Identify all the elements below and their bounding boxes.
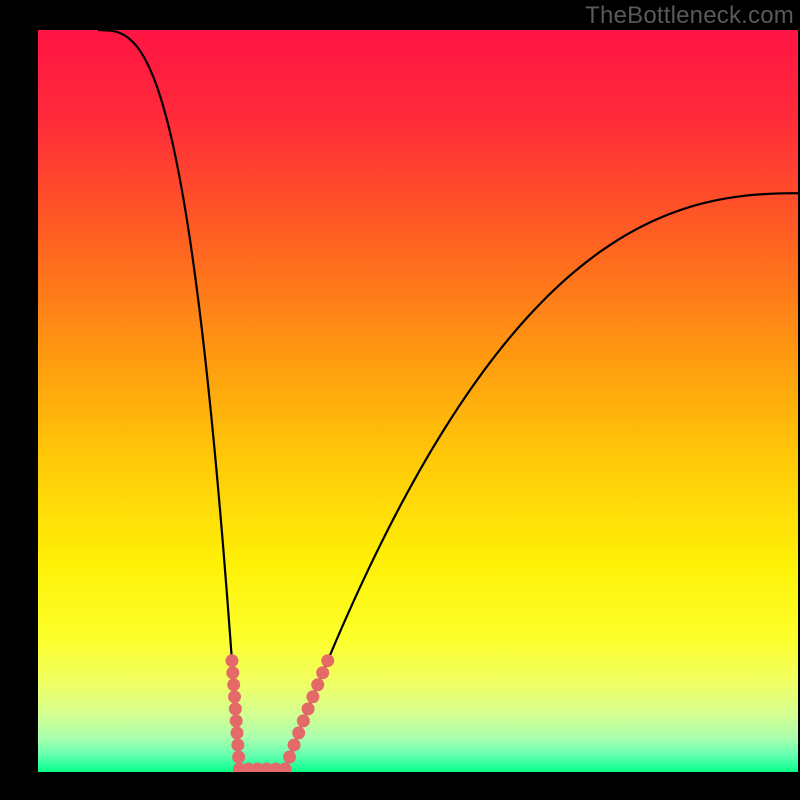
watermark-text: TheBottleneck.com [585, 2, 794, 30]
valley-marker [230, 714, 243, 727]
bottleneck-curve [99, 30, 798, 769]
valley-marker [306, 690, 319, 703]
valley-marker [311, 678, 324, 691]
valley-marker [297, 714, 310, 727]
valley-marker [227, 678, 240, 691]
plot-area [38, 30, 798, 772]
valley-marker [321, 654, 334, 667]
valley-marker [316, 666, 329, 679]
valley-marker [228, 690, 241, 703]
valley-marker [288, 738, 301, 751]
valley-marker [232, 751, 245, 764]
valley-marker [292, 726, 305, 739]
valley-marker [283, 751, 296, 764]
valley-marker [226, 666, 239, 679]
curve-svg [38, 30, 798, 772]
valley-marker [225, 654, 238, 667]
valley-marker [279, 763, 292, 772]
valley-marker [231, 726, 244, 739]
valley-marker [231, 738, 244, 751]
valley-marker [302, 702, 315, 715]
valley-marker [229, 702, 242, 715]
